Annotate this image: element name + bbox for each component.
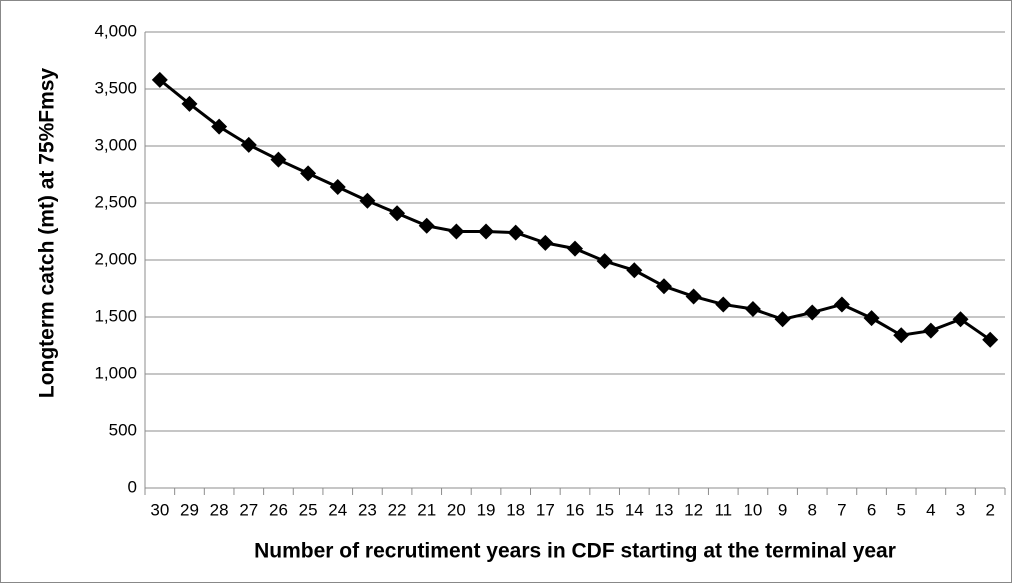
- x-tick-label: 16: [566, 500, 585, 519]
- marker: [685, 288, 702, 305]
- x-tick-label: 17: [536, 500, 555, 519]
- y-tick-label: 0: [128, 477, 137, 496]
- marker: [151, 71, 168, 88]
- marker: [211, 118, 228, 135]
- x-tick-label: 21: [417, 500, 436, 519]
- marker: [537, 234, 554, 251]
- y-tick-label: 1,500: [94, 306, 137, 325]
- y-tick-label: 500: [109, 420, 137, 439]
- x-tick-label: 10: [743, 500, 762, 519]
- marker: [596, 253, 613, 270]
- x-tick-label: 9: [778, 500, 787, 519]
- x-tick-label: 28: [210, 500, 229, 519]
- marker: [300, 165, 317, 182]
- x-tick-label: 14: [625, 500, 644, 519]
- x-tick-label: 29: [180, 500, 199, 519]
- marker: [329, 179, 346, 196]
- marker: [715, 296, 732, 313]
- y-tick-label: 4,000: [94, 21, 137, 40]
- x-tick-label: 23: [358, 500, 377, 519]
- marker: [359, 192, 376, 209]
- x-tick-label: 22: [388, 500, 407, 519]
- x-tick-label: 5: [896, 500, 905, 519]
- x-tick-label: 15: [595, 500, 614, 519]
- marker: [389, 205, 406, 222]
- x-tick-label: 8: [808, 500, 817, 519]
- x-tick-label: 20: [447, 500, 466, 519]
- marker: [804, 304, 821, 321]
- marker: [567, 240, 583, 257]
- marker: [418, 217, 435, 234]
- x-tick-label: 2: [985, 500, 994, 519]
- y-axis-title: Longterm catch (mt) at 75%Fmsy: [36, 68, 59, 399]
- x-tick-label: 25: [299, 500, 318, 519]
- x-tick-label: 27: [239, 500, 258, 519]
- marker: [982, 331, 999, 348]
- marker: [774, 311, 791, 328]
- x-tick-label: 4: [926, 500, 935, 519]
- marker: [833, 296, 850, 313]
- x-tick-label: 3: [956, 500, 965, 519]
- marker: [626, 262, 643, 279]
- marker: [181, 95, 198, 112]
- marker: [448, 223, 465, 240]
- x-tick-label: 26: [269, 500, 288, 519]
- marker: [863, 310, 880, 327]
- y-tick-label: 3,000: [94, 135, 137, 154]
- x-tick-label: 18: [506, 500, 525, 519]
- marker: [655, 278, 672, 295]
- marker: [270, 151, 287, 168]
- marker: [922, 322, 939, 339]
- y-tick-label: 3,500: [94, 78, 137, 97]
- x-tick-label: 13: [655, 500, 674, 519]
- x-tick-label: 19: [477, 500, 496, 519]
- marker: [478, 223, 495, 240]
- x-tick-label: 6: [867, 500, 876, 519]
- y-tick-label: 1,000: [94, 363, 137, 382]
- marker: [744, 301, 761, 318]
- marker: [240, 136, 257, 153]
- x-tick-label: 11: [714, 500, 732, 519]
- marker: [507, 224, 524, 241]
- x-tick-label: 7: [837, 500, 846, 519]
- y-tick-label: 2,000: [94, 249, 137, 268]
- x-tick-label: 12: [684, 500, 703, 519]
- marker: [893, 327, 910, 344]
- marker: [952, 311, 969, 328]
- x-axis-title: Number of recrutiment years in CDF start…: [254, 540, 896, 563]
- x-tick-label: 24: [328, 500, 347, 519]
- x-tick-label: 30: [150, 500, 169, 519]
- y-tick-label: 2,500: [94, 192, 137, 211]
